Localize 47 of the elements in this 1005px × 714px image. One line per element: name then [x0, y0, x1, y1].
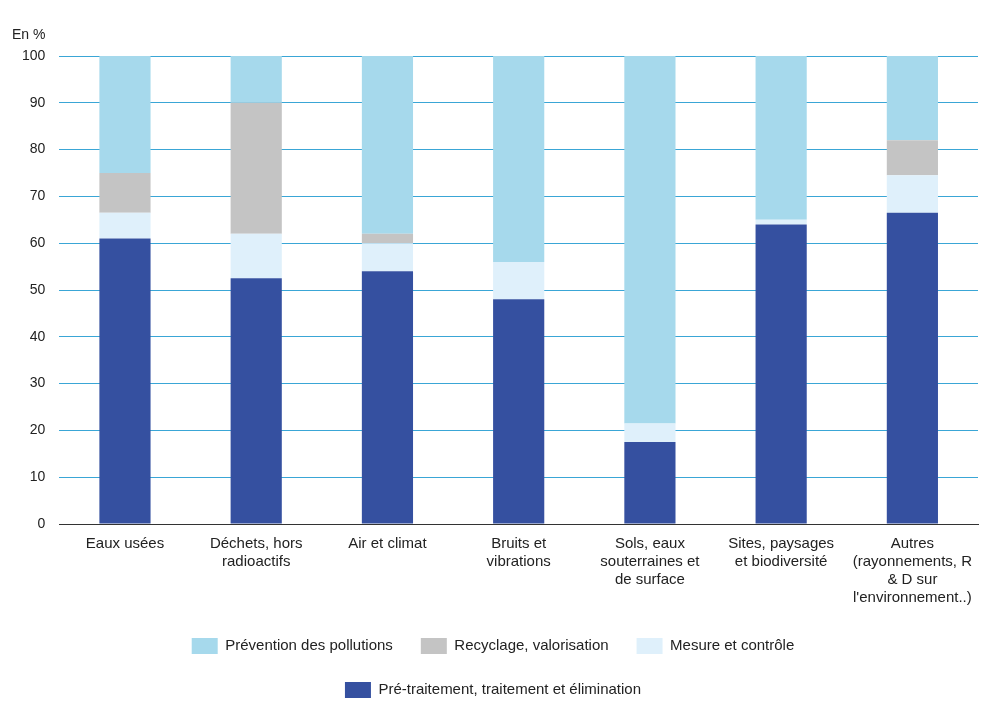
bar	[230, 56, 282, 103]
y-tick-label: 0	[37, 514, 46, 531]
x-tick-label: Déchets, hors radioactifs	[209, 534, 303, 570]
y-tick-label: 70	[29, 187, 46, 204]
y-axis-title: En %	[12, 25, 46, 42]
y-tick-label: 100	[22, 46, 46, 63]
bar	[493, 56, 545, 262]
bar	[624, 442, 676, 524]
bar	[361, 56, 414, 234]
bar	[230, 278, 282, 524]
y-tick-label: 80	[29, 140, 46, 157]
y-tick-label: 50	[29, 280, 46, 297]
bar	[230, 102, 282, 234]
bar	[886, 175, 938, 213]
y-tick-label: 90	[29, 93, 46, 110]
bar	[624, 56, 676, 424]
bar	[886, 56, 938, 141]
bar	[99, 212, 151, 239]
bar	[624, 423, 676, 443]
y-tick-label: 40	[29, 327, 46, 344]
bar	[361, 271, 414, 524]
y-tick-label: 20	[29, 421, 46, 438]
bar	[755, 224, 807, 524]
y-tick-label: 30	[29, 374, 46, 391]
legend-label: Prévention des pollutions	[225, 636, 393, 654]
legend-label: Pré-traitement, traitement et élimination	[378, 680, 642, 698]
x-tick-label: Sites, paysages et biodiversité	[728, 534, 835, 570]
x-tick-label: Air et climat	[348, 534, 428, 552]
legend-label: Mesure et contrôle	[670, 636, 795, 654]
bar	[886, 212, 938, 524]
bar	[230, 233, 282, 279]
bar	[755, 56, 807, 220]
y-tick-label: 60	[29, 234, 46, 251]
bar	[886, 140, 938, 176]
bar	[361, 243, 414, 272]
bar	[99, 238, 151, 524]
y-tick-label: 10	[29, 468, 46, 485]
x-tick-label: Autres (rayonnements, R & D sur l'environnement..)	[852, 534, 973, 606]
bar	[493, 261, 545, 300]
bar	[99, 173, 151, 213]
x-tick-label: Bruits et vibrations	[486, 534, 551, 570]
bar	[361, 233, 414, 244]
bar	[493, 299, 545, 524]
x-tick-label: Sols, eaux souterraines et de surface	[600, 534, 701, 588]
x-tick-label: Eaux usées	[85, 534, 165, 552]
bar	[99, 56, 151, 173]
legend-label: Recyclage, valorisation	[454, 636, 609, 654]
